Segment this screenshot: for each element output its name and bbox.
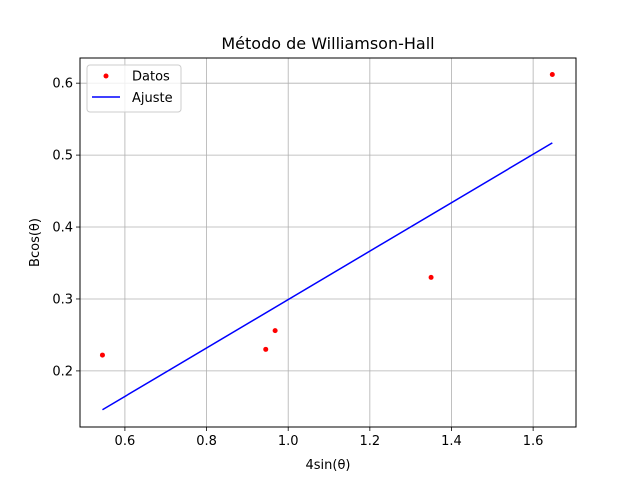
plot-frame [79,57,577,428]
series [99,72,555,411]
grid [80,58,576,427]
x-tick-label: 1.2 [359,434,380,449]
x-axis-label: 4sin(θ) [306,458,351,473]
legend-label-datos: Datos [132,70,170,85]
legend-box [86,64,182,113]
x-tick-label: 0.6 [115,434,136,449]
x-tick-label: 1.6 [523,434,544,449]
legend-marker-datos [103,73,109,79]
data-point-datos [263,346,269,352]
fit-line-ajuste [102,142,553,411]
x-tick-label: 1.4 [441,434,462,449]
x-tick-label: 0.8 [196,434,217,449]
y-tick-label: 0.5 [52,149,73,164]
y-tick-label: 0.2 [52,364,73,379]
data-point-datos [428,274,434,280]
y-tick-label: 0.6 [52,77,73,92]
legend: Datos Ajuste [86,64,182,113]
chart-title: Método de Williamson-Hall [221,34,434,53]
data-point-datos [99,352,105,358]
x-tick-label: 1.0 [278,434,299,449]
data-point-datos [272,328,278,334]
data-point-datos [549,72,555,78]
y-tick-label: 0.4 [52,221,73,236]
axis-ticks: 0.6 0.8 1.0 1.2 1.4 1.6 0.2 0.3 0.4 0.5 0.6 [52,77,543,449]
legend-label-ajuste: Ajuste [132,91,173,106]
y-axis-label: Bcos(θ) [28,218,43,267]
y-tick-label: 0.3 [52,292,73,307]
